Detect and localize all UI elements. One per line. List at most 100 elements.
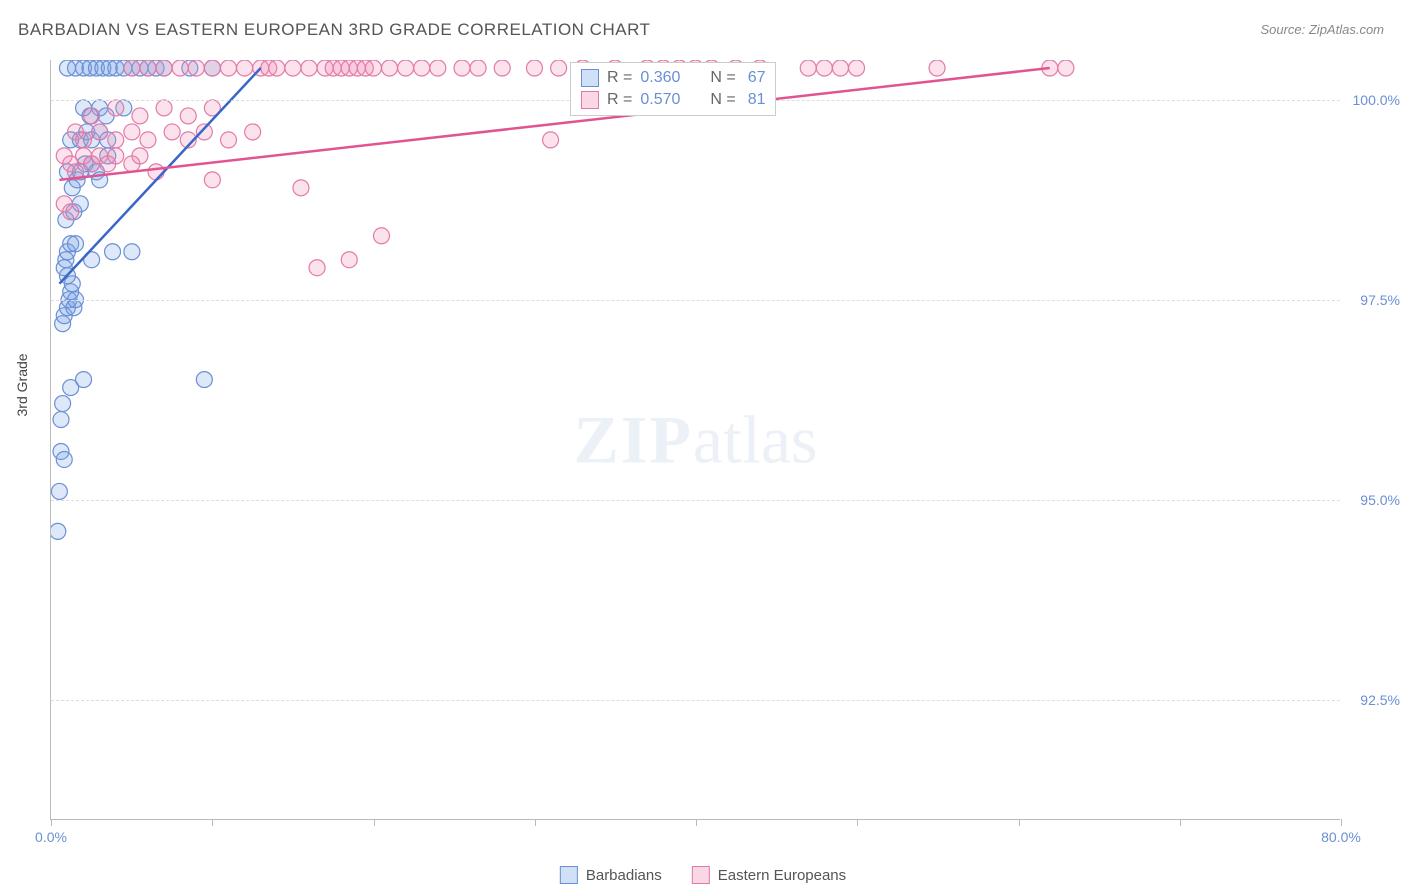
- scatter-point: [261, 60, 277, 76]
- scatter-point: [82, 60, 98, 76]
- plot-area: ZIPatlas 100.0%97.5%95.0%92.5%0.0%80.0%: [50, 60, 1340, 820]
- scatter-point: [849, 60, 865, 76]
- scatter-point: [140, 60, 156, 76]
- scatter-point: [180, 132, 196, 148]
- scatter-point: [108, 60, 124, 76]
- chart-title: BARBADIAN VS EASTERN EUROPEAN 3RD GRADE …: [18, 20, 650, 40]
- scatter-point: [98, 108, 114, 124]
- scatter-point: [929, 60, 945, 76]
- xtick: [1341, 819, 1342, 826]
- xtick: [535, 819, 536, 826]
- chart-container: BARBADIAN VS EASTERN EUROPEAN 3RD GRADE …: [0, 0, 1406, 892]
- scatter-point: [357, 60, 373, 76]
- scatter-point: [53, 412, 69, 428]
- scatter-point: [196, 124, 212, 140]
- scatter-point: [79, 124, 95, 140]
- scatter-point: [116, 100, 132, 116]
- scatter-point: [66, 300, 82, 316]
- scatter-point: [204, 60, 220, 76]
- scatter-point: [196, 372, 212, 388]
- scatter-point: [221, 132, 237, 148]
- scatter-point: [63, 156, 79, 172]
- gridline: [51, 700, 1340, 701]
- scatter-point: [95, 60, 111, 76]
- scatter-point: [156, 60, 172, 76]
- n-value: 67: [748, 69, 766, 87]
- scatter-point: [63, 236, 79, 252]
- n-value: 81: [748, 91, 766, 109]
- xtick: [857, 819, 858, 826]
- legend-label: Eastern Europeans: [718, 867, 846, 884]
- legend-swatch: [581, 91, 599, 109]
- scatter-point: [341, 252, 357, 268]
- gridline: [51, 300, 1340, 301]
- stats-row: R = 0.570 N = 81: [581, 89, 765, 111]
- scatter-point: [58, 212, 74, 228]
- scatter-point: [56, 196, 72, 212]
- bottom-legend: Barbadians Eastern Europeans: [560, 866, 846, 884]
- scatter-point: [800, 60, 816, 76]
- scatter-point: [92, 100, 108, 116]
- scatter-point: [526, 60, 542, 76]
- scatter-point: [51, 483, 67, 499]
- scatter-point: [59, 300, 75, 316]
- scatter-point: [92, 124, 108, 140]
- r-value: 0.570: [640, 91, 690, 109]
- scatter-point: [63, 380, 79, 396]
- scatter-point: [92, 124, 108, 140]
- scatter-point: [124, 156, 140, 172]
- ytick-label: 97.5%: [1360, 292, 1400, 308]
- gridline: [51, 500, 1340, 501]
- ytick-label: 92.5%: [1360, 692, 1400, 708]
- y-axis-label: 3rd Grade: [14, 353, 30, 416]
- scatter-point: [63, 204, 79, 220]
- scatter-point: [101, 60, 117, 76]
- r-label: R =: [607, 91, 632, 109]
- scatter-point: [64, 180, 80, 196]
- legend-swatch: [560, 866, 578, 884]
- n-label: N =: [710, 91, 735, 109]
- scatter-point: [180, 108, 196, 124]
- scatter-point: [51, 523, 66, 539]
- scatter-point: [82, 108, 98, 124]
- xtick: [51, 819, 52, 826]
- legend-swatch: [581, 69, 599, 87]
- scatter-point: [108, 132, 124, 148]
- scatter-point: [100, 148, 116, 164]
- scatter-point: [237, 60, 253, 76]
- scatter-point: [100, 156, 116, 172]
- scatter-point: [124, 244, 140, 260]
- r-label: R =: [607, 69, 632, 87]
- scatter-point: [124, 124, 140, 140]
- scatter-point: [59, 60, 75, 76]
- scatter-point: [269, 60, 285, 76]
- scatter-point: [373, 228, 389, 244]
- scatter-point: [245, 124, 261, 140]
- r-value: 0.360: [640, 69, 690, 87]
- scatter-point: [100, 132, 116, 148]
- plot-svg: [51, 60, 1340, 819]
- scatter-point: [132, 60, 148, 76]
- scatter-point: [204, 60, 220, 76]
- scatter-point: [204, 100, 220, 116]
- xtick: [1019, 819, 1020, 826]
- scatter-point: [76, 148, 92, 164]
- scatter-point: [140, 60, 156, 76]
- legend-item: Eastern Europeans: [692, 866, 846, 884]
- scatter-point: [430, 60, 446, 76]
- scatter-point: [88, 60, 104, 76]
- xtick: [1180, 819, 1181, 826]
- scatter-point: [172, 60, 188, 76]
- scatter-point: [204, 172, 220, 188]
- scatter-point: [84, 132, 100, 148]
- scatter-point: [551, 60, 567, 76]
- legend-label: Barbadians: [586, 867, 662, 884]
- xtick: [696, 819, 697, 826]
- scatter-point: [68, 164, 84, 180]
- source-label: Source: ZipAtlas.com: [1260, 22, 1384, 37]
- xtick-label: 80.0%: [1321, 829, 1361, 845]
- scatter-point: [341, 60, 357, 76]
- scatter-point: [72, 164, 88, 180]
- scatter-point: [543, 132, 559, 148]
- scatter-point: [108, 148, 124, 164]
